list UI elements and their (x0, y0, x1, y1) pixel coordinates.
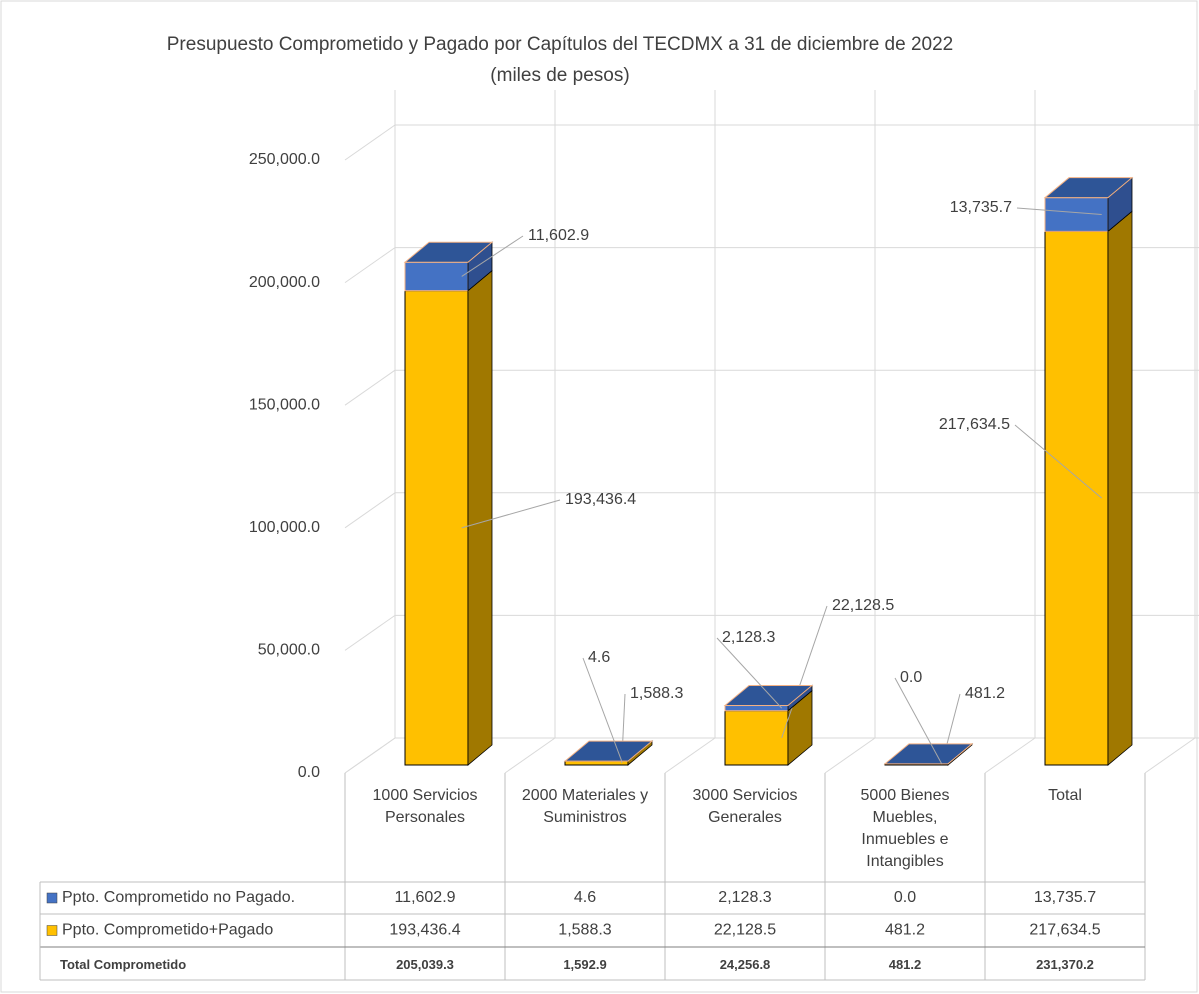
chart-title: Presupuesto Comprometido y Pagado por Ca… (167, 34, 953, 55)
bar-front (404, 290, 469, 766)
leader-line (461, 235, 524, 277)
floor-line (824, 737, 876, 774)
table-cell: 1,588.3 (558, 922, 611, 939)
legend-key (46, 892, 58, 904)
data-label: 22,128.5 (832, 597, 894, 614)
data-label: 0.0 (900, 669, 922, 686)
y-tick-label: 150,000.0 (249, 396, 320, 413)
grid-line (344, 492, 396, 529)
table-total-label: Total Comprometido (60, 957, 186, 972)
bar-side (1107, 210, 1133, 766)
category-label: 1000 Servicios Personales (372, 787, 478, 826)
grid-line (344, 124, 396, 161)
bar-top (403, 241, 494, 263)
leader-line (582, 657, 623, 762)
table-cell: 0.0 (894, 889, 916, 906)
data-label: 13,735.7 (950, 199, 1012, 216)
table-cell: 217,634.5 (1029, 922, 1100, 939)
table-cell: 4.6 (574, 889, 596, 906)
floor-line (984, 737, 1036, 774)
legend-label: Ppto. Comprometido no Pagado. (62, 889, 295, 906)
y-tick-label: 100,000.0 (249, 519, 320, 536)
leader-line (716, 637, 783, 709)
leader-line (894, 677, 943, 765)
bar-top (1043, 177, 1134, 199)
grid-line (344, 247, 396, 284)
category-label: 5000 Bienes Muebles, Inmuebles e Intangi… (860, 787, 950, 870)
legend-label: Ppto. Comprometido+Pagado (62, 922, 273, 939)
table-total: 231,370.2 (1036, 957, 1094, 972)
table-total: 205,039.3 (396, 957, 454, 972)
floor-line (504, 737, 556, 774)
table-total: 24,256.8 (720, 957, 771, 972)
bar-top (883, 743, 974, 765)
table-cell: 193,436.4 (389, 922, 460, 939)
table-cell: 2,128.3 (718, 889, 771, 906)
data-label: 481.2 (965, 685, 1005, 702)
category-label: 3000 Servicios Generales (692, 787, 798, 826)
floor-line (664, 737, 716, 774)
bar-front (724, 710, 789, 766)
chart-subtitle: (miles de pesos) (490, 65, 629, 86)
bar-front (724, 705, 789, 712)
legend-key (46, 925, 58, 936)
floor-line (344, 737, 396, 774)
table-total: 1,592.9 (563, 957, 606, 972)
leader-line (1014, 424, 1103, 499)
table-cell: 481.2 (885, 922, 925, 939)
y-tick-label: 200,000.0 (249, 274, 320, 291)
grid-line (344, 614, 396, 651)
table-cell: 22,128.5 (714, 922, 776, 939)
bar-top (563, 740, 654, 762)
y-tick-label: 0.0 (298, 764, 320, 781)
bar-front (404, 261, 469, 292)
y-tick-label: 250,000.0 (249, 151, 320, 168)
floor-line (1144, 737, 1196, 774)
data-label: 4.6 (588, 649, 610, 666)
data-label: 217,634.5 (939, 416, 1010, 433)
bar-front (564, 760, 629, 766)
data-label: 2,128.3 (722, 629, 775, 646)
leader-line (781, 605, 828, 739)
category-label: Total (1048, 787, 1082, 804)
data-label: 1,588.3 (630, 685, 683, 702)
grid-line (344, 369, 396, 406)
table-total: 481.2 (889, 957, 922, 972)
table-cell: 11,602.9 (394, 889, 455, 906)
leader-line (1016, 207, 1102, 216)
bar-front (1044, 230, 1109, 766)
data-label: 11,602.9 (528, 227, 589, 244)
data-label: 193,436.4 (565, 491, 636, 508)
category-label: 2000 Materiales y Suministros (521, 787, 649, 826)
bar-side (467, 269, 493, 766)
table-cell: 13,735.7 (1034, 889, 1096, 906)
y-tick-label: 50,000.0 (258, 642, 320, 659)
leader-line (461, 499, 561, 529)
bar-top (723, 685, 814, 707)
